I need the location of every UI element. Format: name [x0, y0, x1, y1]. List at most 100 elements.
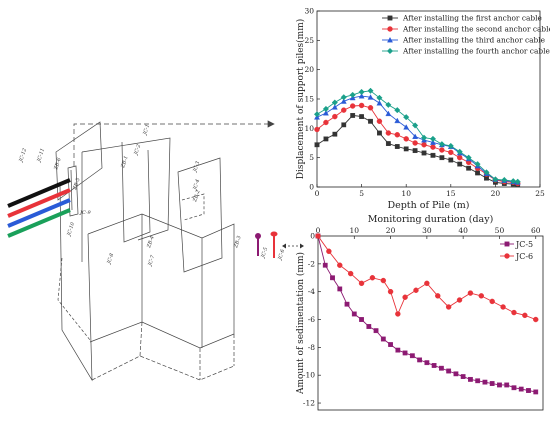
y-axis-label: Amount of sedimentation (mm)	[295, 252, 306, 395]
series-3-point	[358, 93, 365, 99]
legend-label-3: After installing the third anchor cable	[402, 36, 545, 45]
x-tick-label: 15	[446, 189, 456, 198]
series-1-point	[409, 353, 415, 359]
series-1-point	[402, 350, 408, 356]
series-1-point	[431, 363, 437, 368]
monitor-pile-core	[70, 169, 73, 211]
wall-back-left	[55, 121, 103, 201]
x-tick-label: 10	[350, 226, 360, 235]
chart-sedimentation: 0 10 20 30 40 50 60 0 -2 -4 -6 -8 -10 -12 Monitoring d…	[295, 214, 544, 411]
series-2-point	[457, 154, 463, 161]
y-tick-label: 15	[304, 95, 314, 104]
y-tick-label: 0	[310, 232, 315, 241]
series-4-point	[313, 111, 321, 118]
series-1-point	[417, 357, 423, 363]
series-1-point	[533, 389, 539, 395]
series-1-point	[368, 118, 373, 124]
series-3-point	[376, 100, 383, 106]
series-2-point	[358, 102, 365, 109]
legend-marker-1	[387, 15, 393, 21]
series-4-point	[349, 91, 356, 98]
series-4-point	[514, 178, 521, 185]
y-tick-label: 5	[309, 153, 314, 162]
series-4-point	[385, 101, 392, 108]
series-2-point	[533, 316, 539, 323]
legend-label-2: JC-6	[515, 252, 533, 261]
series-1-point	[395, 347, 401, 353]
series-4-point	[367, 87, 374, 94]
series-1-point	[377, 130, 382, 136]
y-tick-label: 10	[304, 124, 314, 133]
series-4-point	[465, 154, 472, 161]
series-1-point	[337, 286, 343, 292]
y-tick-label: -2	[308, 259, 316, 268]
x-tick-label: 20	[386, 226, 396, 235]
series-4-point	[394, 107, 401, 114]
y-tick-label: 25	[304, 36, 314, 45]
series-1-point	[518, 386, 524, 392]
series-4-point	[492, 176, 499, 183]
series-1-point	[511, 385, 517, 391]
x-tick-label: 25	[535, 189, 545, 198]
series-1-point	[359, 114, 364, 120]
series-1-point	[460, 374, 466, 379]
series-1-point	[497, 382, 502, 388]
series-3-point	[412, 133, 419, 139]
series-1-point	[466, 165, 472, 171]
series-1-point	[475, 378, 481, 384]
series-2-point	[421, 142, 427, 148]
plot-frame	[317, 235, 544, 411]
label-jc1: JC-1	[142, 124, 151, 137]
series-line-4	[316, 90, 518, 183]
x-tick-label: 10	[401, 189, 411, 198]
x-tick-label: 0	[315, 189, 320, 198]
series-1-point	[388, 342, 393, 347]
series-4-point	[438, 141, 445, 148]
series-4-point	[358, 88, 365, 96]
series-2-point	[489, 298, 495, 305]
bottom-dashed-verticals	[139, 321, 235, 380]
series-2-point	[430, 144, 436, 150]
label-jc4: JC-4	[192, 179, 201, 192]
series-2-point	[323, 119, 329, 126]
label-zb5: ZB-5	[72, 177, 82, 191]
series-1-point	[526, 388, 531, 393]
series-1-point	[424, 360, 430, 366]
series-1-point	[344, 301, 350, 307]
series-4-point	[420, 134, 428, 141]
series-2-point	[376, 118, 383, 124]
label-zb6: ZB-6	[53, 156, 63, 171]
series-4-point	[510, 178, 517, 185]
series-1-point	[351, 311, 357, 317]
x-tick-label: 40	[458, 226, 468, 235]
legend-label-1: JC-5	[515, 240, 533, 249]
legend-label-2: After installing the second anchor cable	[402, 25, 550, 34]
inner-dashed-right	[181, 193, 205, 221]
series-1-point	[394, 144, 400, 149]
bottom-dashed	[91, 355, 235, 381]
anchor-cable-1	[7, 178, 71, 208]
x-tick-label: 0	[316, 226, 321, 235]
x-axis-label: Depth of Pile (m)	[387, 200, 469, 211]
monitor-jc5-head	[255, 233, 261, 239]
series-4-point	[456, 148, 463, 155]
series-1-point	[373, 328, 379, 334]
label-jc9: JC-9	[79, 210, 92, 216]
series-4-point	[340, 94, 347, 101]
series-2-point	[412, 140, 418, 146]
series-2-point	[367, 105, 374, 111]
series-2-point	[413, 287, 419, 293]
label-zb4: ZB-4	[146, 235, 156, 249]
series-1-point	[489, 381, 495, 386]
series-1-point	[322, 262, 328, 268]
y-tick-label: 30	[304, 7, 314, 16]
series-1-point	[430, 152, 436, 158]
label-jc5: JC-5	[260, 247, 269, 260]
series-3-point	[322, 110, 329, 116]
series-1-point	[330, 275, 335, 281]
y-tick-label: -10	[303, 371, 315, 380]
anchor-cables	[7, 178, 71, 238]
series-2-point	[387, 288, 394, 295]
anchor-cable-2	[7, 188, 71, 218]
